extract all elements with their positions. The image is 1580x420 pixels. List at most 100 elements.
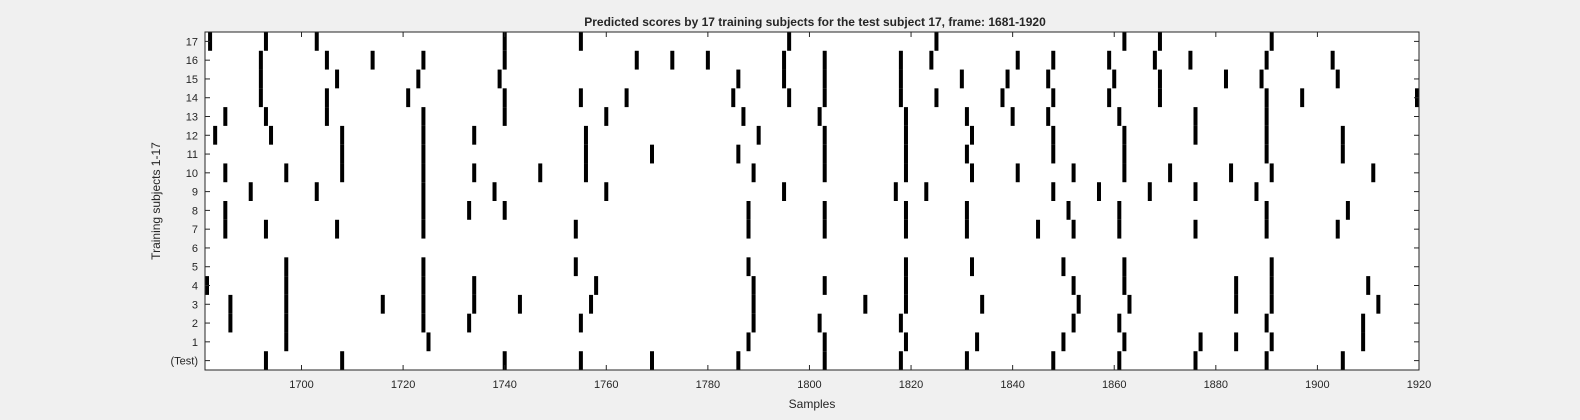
raster-mark [756,125,761,145]
raster-mark [822,332,827,352]
raster-mark [421,50,426,70]
raster-mark [782,69,787,89]
raster-mark [421,313,426,333]
raster-mark [324,88,329,108]
raster-mark [1340,144,1345,164]
raster-mark [1264,107,1269,126]
raster-mark [787,88,792,108]
raster-mark [624,88,629,108]
raster-mark [736,144,741,164]
raster-mark [736,69,741,89]
raster-marks [205,32,1419,370]
chart-title: Predicted scores by 17 training subjects… [584,15,1046,29]
raster-mark [497,69,502,89]
raster-mark [1198,332,1203,352]
raster-mark [822,219,827,239]
raster-mark [822,144,827,164]
raster-mark [370,50,375,70]
raster-mark [1264,88,1269,108]
raster-mark [898,88,903,108]
raster-mark [1076,294,1081,314]
raster-mark [467,201,472,220]
raster-mark [340,351,345,370]
raster-mark [263,351,268,370]
raster-mark [822,50,827,70]
raster-mark [1264,219,1269,239]
raster-mark [903,219,908,239]
raster-mark [421,125,426,145]
raster-mark [903,294,908,314]
raster-mark [228,294,233,314]
raster-mark [1269,332,1274,352]
raster-mark [1061,332,1066,352]
raster-mark [421,201,426,220]
raster-mark [1122,332,1127,352]
raster-mark [746,201,751,220]
x-tick-label: 1720 [391,379,415,391]
raster-mark [340,163,345,183]
raster-mark [284,332,289,352]
raster-mark [340,144,345,164]
raster-mark [751,276,756,295]
x-tick-label: 1800 [797,379,821,391]
raster-mark [1193,107,1198,126]
raster-mark [1122,32,1127,51]
raster-mark [502,201,507,220]
raster-mark [822,69,827,89]
raster-mark [1300,88,1305,108]
raster-mark [1117,107,1122,126]
raster-mark [578,32,583,51]
raster-mark [1259,69,1264,89]
raster-mark [1071,276,1076,295]
raster-mark [421,144,426,164]
raster-mark [970,257,974,277]
raster-mark [380,294,385,314]
raster-mark [903,201,908,220]
raster-mark [817,313,822,333]
raster-mark [1122,276,1127,295]
raster-mark [863,294,868,314]
y-tick-label: 1 [192,337,198,349]
raster-mark [1234,294,1239,314]
raster-mark [1157,32,1162,51]
raster-mark [1223,69,1228,89]
raster-mark [1340,351,1345,370]
raster-mark [650,351,654,370]
y-tick-label: 8 [192,205,198,217]
raster-mark [964,201,969,220]
raster-mark [980,294,985,314]
raster-mark [1335,69,1340,89]
raster-mark [492,182,497,201]
raster-mark [1117,313,1122,333]
raster-mark [1117,351,1122,370]
raster-mark [1264,351,1269,370]
raster-mark [970,125,974,145]
raster-mark [1096,182,1101,201]
y-tick-label: 16 [186,55,198,67]
x-tick-label: 1820 [899,379,923,391]
raster-mark [421,294,426,314]
raster-mark [502,32,507,51]
raster-mark [1015,163,1020,183]
raster-mark [1010,107,1015,126]
raster-mark [472,125,477,145]
raster-mark [1269,32,1274,51]
raster-mark [1168,163,1173,183]
x-tick-label: 1760 [594,379,618,391]
raster-mark [258,88,263,108]
raster-mark [583,144,588,164]
raster-mark [213,125,218,145]
raster-mark [1157,69,1162,89]
raster-mark [573,219,578,239]
raster-mark [736,351,741,370]
raster-mark [903,107,908,126]
raster-mark [517,294,522,314]
raster-mark [731,88,736,108]
raster-mark [284,276,289,295]
raster-mark [751,294,756,314]
raster-mark [284,313,289,333]
raster-mark [1046,69,1051,89]
raster-mark [634,50,639,70]
raster-mark [258,50,263,70]
y-tick-label: 17 [186,36,198,48]
